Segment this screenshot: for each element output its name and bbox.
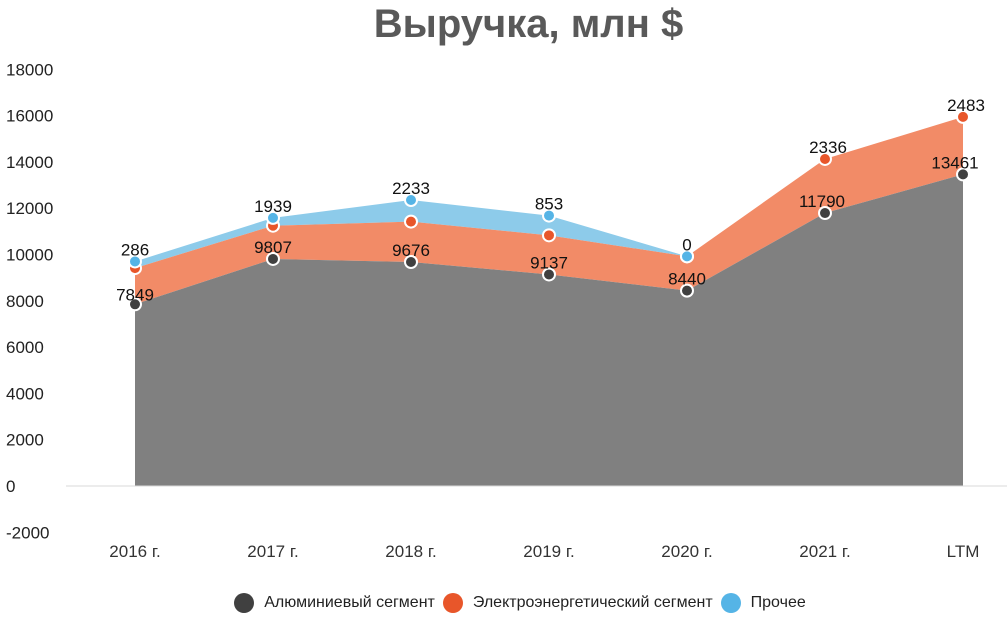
legend-item-power[interactable]: Электроэнергетический сегмент xyxy=(442,593,713,613)
legend-swatch-other xyxy=(720,593,741,613)
area-layers xyxy=(135,116,963,486)
marker-aluminum xyxy=(266,251,280,266)
marker-aluminum xyxy=(404,255,418,270)
data-label-aluminum: 9137 xyxy=(530,253,568,272)
data-label-aluminum: 9807 xyxy=(254,238,292,257)
marker-aluminum xyxy=(680,283,694,298)
chart-title: Выручка, млн $ xyxy=(373,2,684,46)
data-label-other: 286 xyxy=(121,240,149,259)
x-tick-label: 2019 г. xyxy=(523,542,574,561)
axes: -2000 0 2000 4000 6000 8000 10000 12000 14000 160… xyxy=(6,60,1007,561)
y-tick-label: 18000 xyxy=(6,60,53,79)
data-label-other: 853 xyxy=(535,195,563,214)
legend-swatch-power xyxy=(442,593,463,613)
data-labels: 7849 9807 9676 9137 8440 11790 13461 2336 2483 28… xyxy=(116,96,985,304)
data-label-aluminum: 8440 xyxy=(668,270,706,289)
marker-aluminum xyxy=(956,167,970,182)
legend-label-power: Электроэнергетический сегмент xyxy=(472,594,713,611)
data-markers xyxy=(128,109,970,312)
marker-aluminum xyxy=(128,297,142,312)
legend: Алюминиевый сегмент Электроэнергетически… xyxy=(0,593,1007,613)
data-label-aluminum: 9676 xyxy=(392,241,430,260)
marker-other xyxy=(404,193,418,208)
legend-item-other[interactable]: Прочее xyxy=(720,593,806,613)
data-label-power: 2336 xyxy=(809,138,847,157)
y-tick-label: 4000 xyxy=(6,384,44,403)
marker-other xyxy=(542,208,556,223)
data-label-power: 2483 xyxy=(947,96,985,115)
x-tick-label: LTM xyxy=(947,542,980,561)
legend-swatch-aluminum xyxy=(234,593,255,613)
data-label-other: 1939 xyxy=(254,197,292,216)
y-tick-label: -2000 xyxy=(6,523,49,542)
legend-label-other: Прочее xyxy=(750,594,806,611)
marker-other xyxy=(680,249,694,264)
x-tick-label: 2021 г. xyxy=(799,542,850,561)
marker-power xyxy=(956,109,970,124)
area-aluminum xyxy=(135,174,963,486)
area-power xyxy=(135,116,963,305)
marker-aluminum xyxy=(818,206,832,221)
legend-label-aluminum: Алюминиевый сегмент xyxy=(264,594,435,611)
y-tick-label: 2000 xyxy=(6,431,44,450)
x-tick-label: 2018 г. xyxy=(385,542,436,561)
data-label-aluminum: 7849 xyxy=(116,285,154,304)
data-label-other: 0 xyxy=(682,235,691,254)
data-label-other: 2233 xyxy=(392,179,430,198)
y-tick-label: 12000 xyxy=(6,199,53,218)
marker-power xyxy=(404,214,418,229)
data-label-aluminum: 13461 xyxy=(931,153,978,172)
y-tick-label: 0 xyxy=(6,477,15,496)
marker-power xyxy=(818,151,832,166)
x-tick-label: 2020 г. xyxy=(661,542,712,561)
y-tick-label: 16000 xyxy=(6,107,53,126)
y-tick-label: 8000 xyxy=(6,292,44,311)
marker-power xyxy=(542,228,556,243)
marker-other xyxy=(128,254,142,269)
legend-item-aluminum[interactable]: Алюминиевый сегмент xyxy=(234,593,435,613)
x-tick-label: 2017 г. xyxy=(247,542,298,561)
marker-other xyxy=(266,210,280,225)
marker-aluminum xyxy=(542,267,556,282)
data-label-aluminum: 11790 xyxy=(799,192,845,211)
y-tick-label: 6000 xyxy=(6,338,44,357)
y-tick-label: 14000 xyxy=(6,153,53,172)
x-tick-label: 2016 г. xyxy=(109,542,160,561)
y-tick-label: 10000 xyxy=(6,246,53,265)
